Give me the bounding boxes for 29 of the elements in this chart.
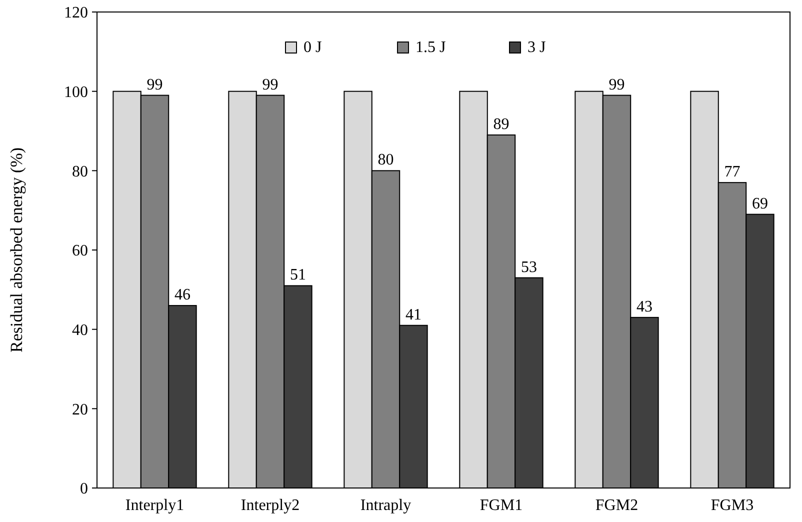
x-tick-label: FGM1	[480, 497, 523, 514]
x-tick-label: Interply1	[125, 497, 184, 514]
y-tick-label: 60	[72, 242, 88, 260]
data-label: 99	[608, 76, 625, 94]
y-axis-title: Residual absorbed energy (%)	[7, 147, 26, 353]
legend-label: 1.5 J	[416, 39, 446, 56]
data-label: 99	[262, 76, 278, 94]
data-label: 89	[493, 116, 510, 133]
data-label: 80	[378, 152, 394, 169]
data-label: 46	[174, 286, 190, 304]
data-label: 43	[636, 298, 652, 316]
x-tick-label: Intraply	[360, 497, 412, 514]
y-tick-label: 120	[64, 4, 88, 22]
x-tick-label: FGM3	[710, 497, 754, 514]
y-tick-label: 40	[72, 322, 88, 339]
x-tick-label: FGM2	[595, 497, 638, 514]
y-tick-label: 20	[72, 401, 88, 418]
data-label: 53	[520, 258, 537, 276]
data-label: 41	[405, 306, 422, 324]
legend-label: 0 J	[304, 39, 322, 56]
legend-label: 3 J	[528, 39, 546, 56]
y-tick-label: 80	[72, 163, 88, 180]
data-label: 99	[146, 76, 163, 94]
data-label: 69	[752, 195, 768, 212]
x-tick-label: Interply2	[240, 497, 300, 514]
y-tick-label: 100	[64, 84, 88, 101]
y-tick-label: 0	[80, 480, 88, 498]
data-label: 51	[290, 266, 306, 284]
data-label: 77	[724, 164, 740, 181]
